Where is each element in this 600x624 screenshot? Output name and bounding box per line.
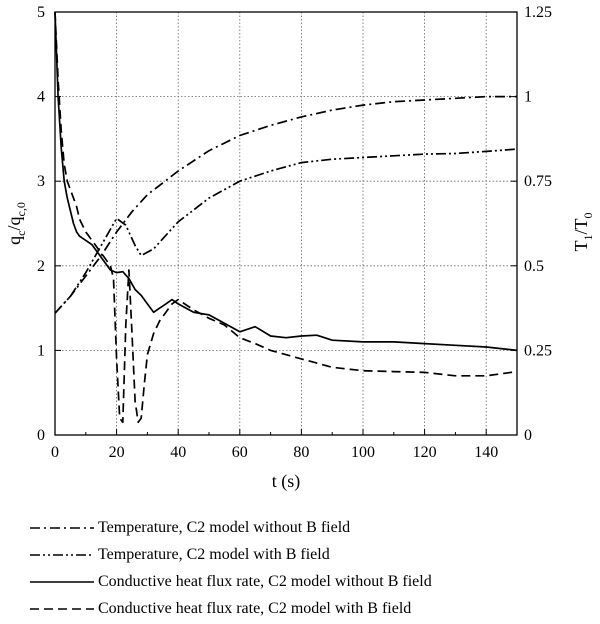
series-line	[54, 148, 518, 314]
legend-swatch	[30, 607, 94, 610]
series-line	[54, 95, 517, 314]
series-line	[54, 11, 518, 352]
legend-label: Conductive heat flux rate, C2 model with…	[98, 599, 412, 617]
legend-label: Temperature, C2 model without B field	[98, 518, 351, 536]
y-right-tick-label: 0.5	[524, 258, 544, 275]
y-left-tick-label: 1	[37, 342, 45, 359]
legend-item: Conductive heat flux rate, C2 model with…	[28, 595, 588, 622]
legend-swatch	[30, 553, 94, 556]
legend-item: Temperature, C2 model with B field	[28, 541, 588, 568]
x-tick-label: 0	[51, 444, 59, 461]
y-right-tick-label: 0	[524, 427, 532, 444]
y-axis-label-left: qc/qc,0	[4, 202, 28, 245]
legend-swatch	[30, 526, 94, 529]
x-tick-label: 20	[109, 444, 125, 461]
legend-item: Temperature, C2 model without B field	[28, 514, 588, 541]
y-right-tick-label: 0.25	[524, 342, 552, 359]
x-axis-label: t (s)	[272, 471, 301, 492]
x-tick-label: 40	[170, 444, 186, 461]
y-left-tick-label: 0	[37, 427, 45, 444]
y-right-tick-label: 1.25	[524, 4, 552, 21]
y-right-tick-label: 1	[524, 89, 532, 106]
grid	[55, 12, 517, 435]
series-line	[54, 11, 518, 424]
chart: 0 20 40 60 80 100 120 140 0 1 2 3 4 5 0 0.25 0.5 0.75 1 1.2…	[4, 4, 595, 492]
x-tick-label: 100	[351, 444, 375, 461]
y-left-tick-label: 3	[37, 173, 45, 190]
legend: Temperature, C2 model without B field Te…	[28, 514, 588, 622]
x-tick-label: 140	[474, 444, 498, 461]
tick-group: 0 20 40 60 80 100 120 140 0 1 2 3 4 5 0 0.25 0.5 0.75 1 1.2…	[37, 4, 552, 461]
legend-label: Conductive heat flux rate, C2 model with…	[98, 572, 432, 590]
x-tick-label: 80	[293, 444, 309, 461]
y-left-tick-label: 5	[37, 4, 45, 21]
x-tick-label: 120	[413, 444, 437, 461]
y-axis-label-right: T1/T0	[571, 212, 595, 251]
legend-item: Conductive heat flux rate, C2 model with…	[28, 568, 588, 595]
legend-label: Temperature, C2 model with B field	[98, 545, 330, 563]
legend-swatch	[30, 580, 94, 583]
y-right-tick-label: 0.75	[524, 173, 552, 190]
plot-frame	[54, 11, 518, 436]
series-group	[54, 11, 518, 424]
y-left-tick-label: 2	[37, 258, 45, 275]
x-tick-label: 60	[232, 444, 248, 461]
y-left-tick-label: 4	[37, 89, 45, 106]
